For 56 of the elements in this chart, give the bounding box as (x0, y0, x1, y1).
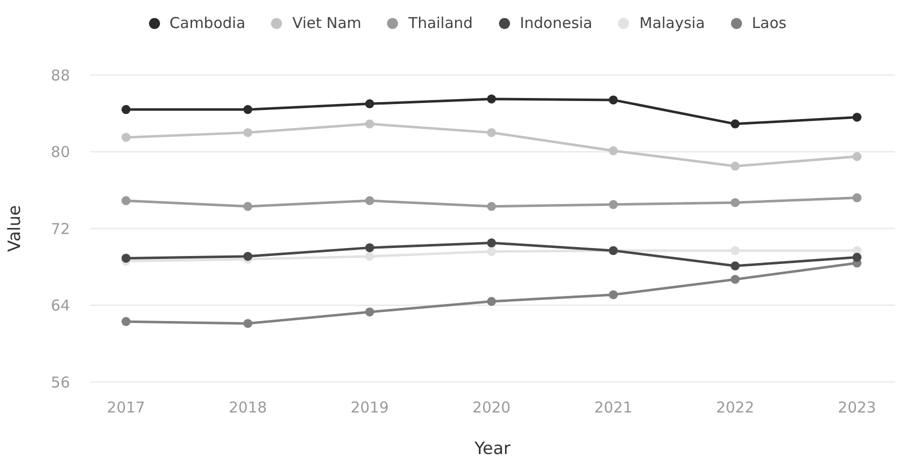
legend-label: Laos (752, 14, 786, 32)
legend-label: Cambodia (170, 14, 246, 32)
point (122, 132, 130, 142)
point (243, 252, 252, 261)
point (243, 202, 252, 211)
point (487, 202, 496, 211)
x-tick-label: 2023 (838, 398, 876, 417)
point (122, 254, 130, 263)
x-tick-label: 2022 (716, 398, 754, 417)
point (365, 243, 374, 252)
point (487, 128, 496, 138)
legend-label: Thailand (408, 14, 473, 32)
point (730, 198, 740, 208)
point (122, 105, 130, 114)
legend-label: Indonesia (520, 14, 592, 32)
x-tick-label: 2017 (106, 398, 146, 417)
y-axis-title: Value (5, 205, 26, 252)
point (487, 238, 496, 248)
point (365, 252, 374, 261)
point (730, 261, 740, 270)
point (122, 317, 130, 326)
legend-label: Malaysia (639, 14, 705, 32)
point (365, 196, 374, 206)
y-tick-label: 56 (50, 373, 70, 392)
point (852, 252, 862, 262)
point (608, 146, 618, 156)
point (852, 152, 862, 162)
point (730, 274, 740, 284)
x-tick-label: 2020 (472, 398, 511, 417)
x-tick-label: 2018 (228, 398, 267, 417)
point (243, 105, 252, 114)
point (365, 119, 374, 128)
point (608, 200, 618, 210)
point (852, 193, 862, 202)
point (608, 95, 618, 104)
point (243, 318, 252, 328)
point (487, 94, 496, 104)
point (487, 247, 496, 256)
point (487, 296, 496, 306)
point (730, 119, 740, 128)
legend-label: Viet Nam (292, 14, 362, 32)
x-axis-title: Year (474, 439, 511, 459)
y-tick-label: 72 (50, 220, 70, 238)
point (852, 112, 862, 122)
point (243, 128, 252, 138)
point (365, 307, 374, 316)
x-tick-label: 2019 (350, 398, 389, 417)
point (730, 246, 740, 256)
point (122, 196, 130, 206)
y-tick-label: 80 (50, 143, 70, 162)
x-tick-label: 2021 (594, 398, 632, 417)
y-tick-label: 88 (50, 66, 70, 84)
point (365, 99, 374, 108)
point (608, 290, 618, 300)
point (730, 162, 740, 171)
y-tick-label: 64 (50, 296, 70, 315)
